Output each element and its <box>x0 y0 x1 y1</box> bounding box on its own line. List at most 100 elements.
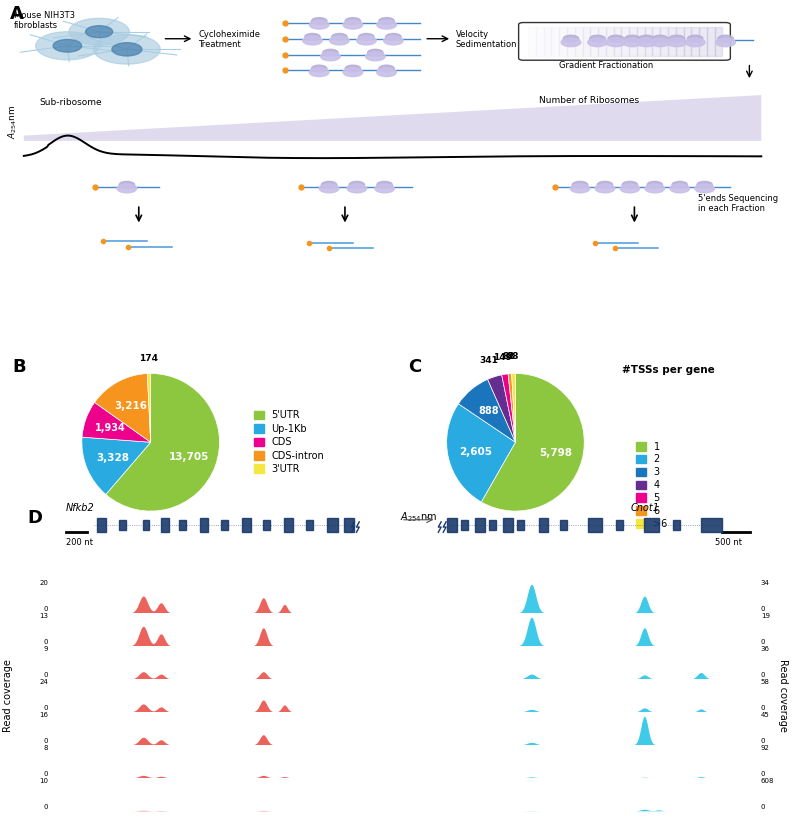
Circle shape <box>638 35 654 42</box>
Text: 3,216: 3,216 <box>114 401 147 411</box>
Text: 0: 0 <box>760 738 765 744</box>
Circle shape <box>312 66 327 72</box>
Text: 0: 0 <box>760 705 765 711</box>
Circle shape <box>695 184 714 192</box>
Wedge shape <box>488 375 515 442</box>
Wedge shape <box>511 373 515 442</box>
Text: 0: 0 <box>760 771 765 777</box>
Text: 13: 13 <box>39 613 48 619</box>
Bar <box>583 27 590 56</box>
Circle shape <box>358 34 374 40</box>
Bar <box>614 27 622 56</box>
Text: Gradient Fractionation: Gradient Fractionation <box>559 61 653 70</box>
Text: Velocity
Sedimentation: Velocity Sedimentation <box>456 30 518 49</box>
Circle shape <box>596 184 615 192</box>
Circle shape <box>320 52 340 61</box>
Wedge shape <box>82 402 151 442</box>
Circle shape <box>379 66 394 72</box>
Text: Read coverage: Read coverage <box>779 659 788 731</box>
Circle shape <box>119 181 135 188</box>
Text: 2,605: 2,605 <box>458 446 492 457</box>
Bar <box>691 27 699 56</box>
Circle shape <box>349 181 365 188</box>
Text: 0: 0 <box>44 705 48 711</box>
Text: 92: 92 <box>760 744 770 751</box>
Bar <box>285 518 293 532</box>
Bar <box>668 27 676 56</box>
Circle shape <box>377 20 396 29</box>
Text: B: B <box>12 358 25 376</box>
Bar <box>200 518 209 532</box>
Text: 0: 0 <box>760 672 765 678</box>
Bar <box>645 27 653 56</box>
Text: poly9+: poly9+ <box>389 790 420 799</box>
Wedge shape <box>94 373 151 442</box>
Circle shape <box>573 181 588 188</box>
Circle shape <box>645 184 665 192</box>
FancyBboxPatch shape <box>519 23 730 61</box>
Text: 10: 10 <box>39 778 48 784</box>
Bar <box>637 27 645 56</box>
Circle shape <box>620 184 640 192</box>
Circle shape <box>570 184 590 192</box>
Bar <box>538 518 549 532</box>
Circle shape <box>590 35 605 42</box>
Text: Number of Ribosomes: Number of Ribosomes <box>539 96 639 105</box>
Text: 80S: 80S <box>396 658 413 667</box>
Circle shape <box>697 181 712 188</box>
Circle shape <box>647 181 662 188</box>
Bar <box>575 27 583 56</box>
Text: Mouse NIH3T3
fibroblasts: Mouse NIH3T3 fibroblasts <box>14 11 75 30</box>
Bar <box>446 518 457 532</box>
Bar <box>661 27 668 56</box>
Circle shape <box>321 181 337 188</box>
Text: 888: 888 <box>479 405 500 415</box>
Text: free: free <box>396 592 413 601</box>
Bar <box>598 27 606 56</box>
Text: 149: 149 <box>492 353 511 362</box>
Bar <box>707 27 714 56</box>
Circle shape <box>688 35 703 42</box>
Wedge shape <box>508 373 515 442</box>
Circle shape <box>330 36 349 45</box>
Bar <box>551 27 559 56</box>
Wedge shape <box>446 404 515 502</box>
Bar <box>161 518 170 532</box>
Text: 16: 16 <box>39 712 48 717</box>
Text: $A_{254}$nm: $A_{254}$nm <box>6 104 19 138</box>
Text: Cycloheximide
Treatment: Cycloheximide Treatment <box>198 30 260 49</box>
Text: 58: 58 <box>760 679 770 685</box>
Text: poly4-5: poly4-5 <box>388 724 421 733</box>
Text: #TSSs per gene: #TSSs per gene <box>622 365 714 375</box>
Circle shape <box>716 38 735 47</box>
Text: 8: 8 <box>44 744 48 751</box>
Bar <box>699 27 707 56</box>
Circle shape <box>669 35 684 42</box>
Bar <box>645 518 658 532</box>
Circle shape <box>312 18 327 25</box>
Bar <box>672 520 680 530</box>
Circle shape <box>653 35 668 42</box>
Text: poly6-8: poly6-8 <box>388 757 421 766</box>
Circle shape <box>357 36 376 45</box>
Circle shape <box>718 35 734 42</box>
Text: 0: 0 <box>44 804 48 810</box>
Bar <box>684 27 691 56</box>
Circle shape <box>670 184 689 192</box>
Text: 5'ends Sequencing
in each Fraction: 5'ends Sequencing in each Fraction <box>698 193 778 213</box>
Circle shape <box>588 38 607 47</box>
Text: 24: 24 <box>40 679 48 685</box>
Polygon shape <box>24 95 761 141</box>
Bar <box>461 520 468 530</box>
Circle shape <box>343 68 362 77</box>
Bar <box>475 518 485 532</box>
Circle shape <box>650 38 670 47</box>
Circle shape <box>563 35 579 42</box>
Bar <box>144 520 149 530</box>
Circle shape <box>597 181 613 188</box>
Circle shape <box>637 38 656 47</box>
Legend: 5'UTR, Up-1Kb, CDS, CDS-intron, 3'UTR: 5'UTR, Up-1Kb, CDS, CDS-intron, 3'UTR <box>250 406 328 478</box>
Text: 0: 0 <box>760 639 765 645</box>
Text: poly2-3: poly2-3 <box>388 691 421 699</box>
Text: 500 nt: 500 nt <box>715 538 742 547</box>
